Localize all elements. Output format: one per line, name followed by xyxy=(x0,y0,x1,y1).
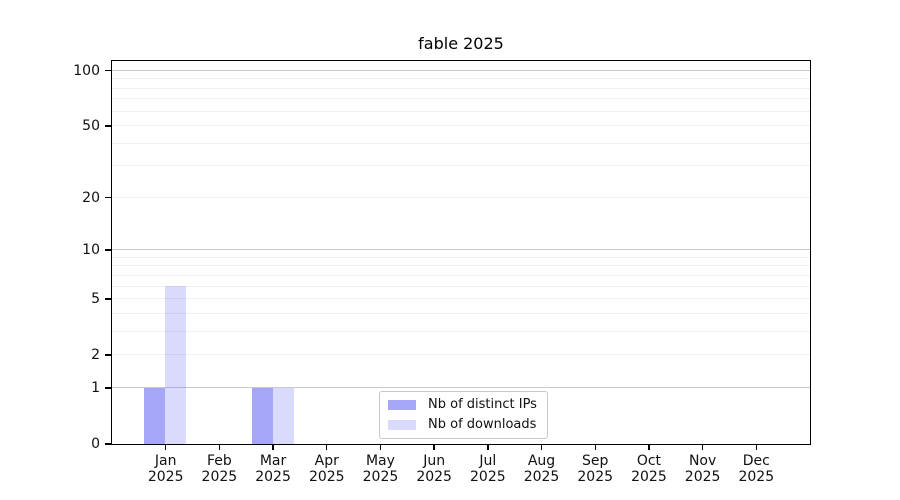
x-tick-mark xyxy=(326,445,328,451)
x-tick-year: 2025 xyxy=(738,469,775,485)
gridline-minor xyxy=(111,125,810,127)
y-tick-mark xyxy=(105,70,111,72)
x-tick-month: Dec xyxy=(742,453,770,469)
x-tick-year: 2025 xyxy=(470,469,506,485)
gridline-minor xyxy=(111,285,810,287)
x-tick-month: Apr xyxy=(314,453,339,469)
y-axis-tick-label: 5 xyxy=(91,291,100,308)
gridline-minor xyxy=(111,274,810,276)
x-tick-month: Oct xyxy=(636,453,662,469)
y-axis-tick-label: 10 xyxy=(82,242,100,259)
x-tick-year: 2025 xyxy=(201,469,238,485)
y-tick-mark xyxy=(105,298,111,300)
y-axis-tick-label: 1 xyxy=(91,379,100,396)
gridline-minor xyxy=(111,354,810,356)
x-tick-mark xyxy=(164,445,167,451)
gridline-minor xyxy=(111,87,810,89)
x-tick-month: Feb xyxy=(206,453,232,469)
x-tick-month: May xyxy=(365,453,395,469)
y-tick-mark xyxy=(105,197,111,199)
bar-distinct-ips xyxy=(144,387,166,444)
chart-title: fable 2025 xyxy=(418,34,504,53)
bar-downloads xyxy=(165,286,187,444)
legend: Nb of distinct IPs Nb of downloads xyxy=(379,391,548,439)
bar-layer xyxy=(112,61,810,444)
x-axis-tick-label: Jan 2025 xyxy=(134,453,198,485)
x-tick-month: Jun xyxy=(423,453,446,469)
x-axis-tick-label: Jul 2025 xyxy=(456,453,520,485)
x-tick-year: 2025 xyxy=(523,469,560,485)
legend-label-downloads: Nb of downloads xyxy=(428,417,537,432)
x-tick-year: 2025 xyxy=(308,469,345,485)
gridline-minor xyxy=(111,298,810,300)
x-axis-tick-label: Feb 2025 xyxy=(187,453,251,485)
x-tick-month: Jan xyxy=(154,453,177,469)
plot-area xyxy=(110,59,811,445)
y-axis-tick-label: 0 xyxy=(91,436,100,452)
x-tick-year: 2025 xyxy=(147,469,184,485)
gridline-minor xyxy=(111,312,810,314)
y-tick-mark xyxy=(105,249,111,251)
x-tick-year: 2025 xyxy=(416,469,452,485)
legend-swatch-downloads xyxy=(388,419,416,430)
x-tick-year: 2025 xyxy=(684,469,721,485)
gridline-major xyxy=(111,387,810,389)
x-tick-year: 2025 xyxy=(631,469,667,485)
legend-label-distinct-ips: Nb of distinct IPs xyxy=(428,397,537,412)
gridline-minor xyxy=(111,165,810,167)
legend-swatch-distinct-ips xyxy=(388,399,416,410)
x-tick-month: Aug xyxy=(527,453,556,469)
y-tick-mark xyxy=(105,443,111,445)
x-tick-month: Sep xyxy=(582,453,609,469)
gridline-minor xyxy=(111,142,810,144)
gridline-minor xyxy=(111,330,810,332)
gridline-major xyxy=(111,249,810,251)
x-axis-tick-label: Apr 2025 xyxy=(295,453,359,485)
x-tick-month: Mar xyxy=(259,453,287,469)
x-tick-year: 2025 xyxy=(255,469,291,485)
x-tick-mark xyxy=(540,445,543,451)
gridline-minor xyxy=(111,110,810,112)
x-axis-tick-label: Jun 2025 xyxy=(402,453,466,485)
x-axis-tick-label: Mar 2025 xyxy=(241,453,305,485)
x-tick-month: Jul xyxy=(479,453,497,469)
x-axis-tick-label: Dec 2025 xyxy=(724,453,788,485)
bar-downloads xyxy=(272,387,294,444)
bar-distinct-ips xyxy=(251,387,273,444)
x-axis-tick-label: Sep 2025 xyxy=(563,453,627,485)
x-tick-year: 2025 xyxy=(362,469,399,485)
x-axis-tick-label: Oct 2025 xyxy=(617,453,681,485)
y-axis-tick-label: 50 xyxy=(82,118,100,135)
x-tick-mark xyxy=(755,445,757,451)
x-axis-tick-label: May 2025 xyxy=(348,453,412,485)
y-axis-tick-label: 100 xyxy=(73,62,100,79)
gridline-minor xyxy=(111,265,810,267)
gridline-layer xyxy=(111,61,810,444)
x-tick-mark xyxy=(379,445,382,451)
y-tick-mark xyxy=(105,387,111,389)
x-tick-month: Nov xyxy=(688,453,717,469)
x-tick-mark xyxy=(594,445,596,451)
gridline-minor xyxy=(111,98,810,100)
x-axis-tick-label: Nov 2025 xyxy=(671,453,735,485)
x-tick-mark xyxy=(433,445,435,451)
y-tick-mark xyxy=(105,354,111,356)
y-axis-tick-label: 20 xyxy=(82,189,100,206)
x-tick-mark xyxy=(648,445,650,451)
gridline-minor xyxy=(111,78,810,80)
y-axis-tick-label: 2 xyxy=(91,347,100,364)
x-tick-mark xyxy=(272,445,274,451)
x-tick-mark xyxy=(218,445,221,451)
x-axis-tick-label: Aug 2025 xyxy=(510,453,574,485)
x-tick-mark xyxy=(701,445,704,451)
legend-item-distinct-ips: Nb of distinct IPs xyxy=(388,397,537,412)
x-tick-year: 2025 xyxy=(577,469,614,485)
y-tick-mark xyxy=(105,125,111,127)
gridline-major xyxy=(111,69,810,71)
gridline-minor xyxy=(111,256,810,258)
legend-item-downloads: Nb of downloads xyxy=(388,417,537,432)
gridline-minor xyxy=(111,196,810,198)
x-tick-mark xyxy=(487,445,489,451)
